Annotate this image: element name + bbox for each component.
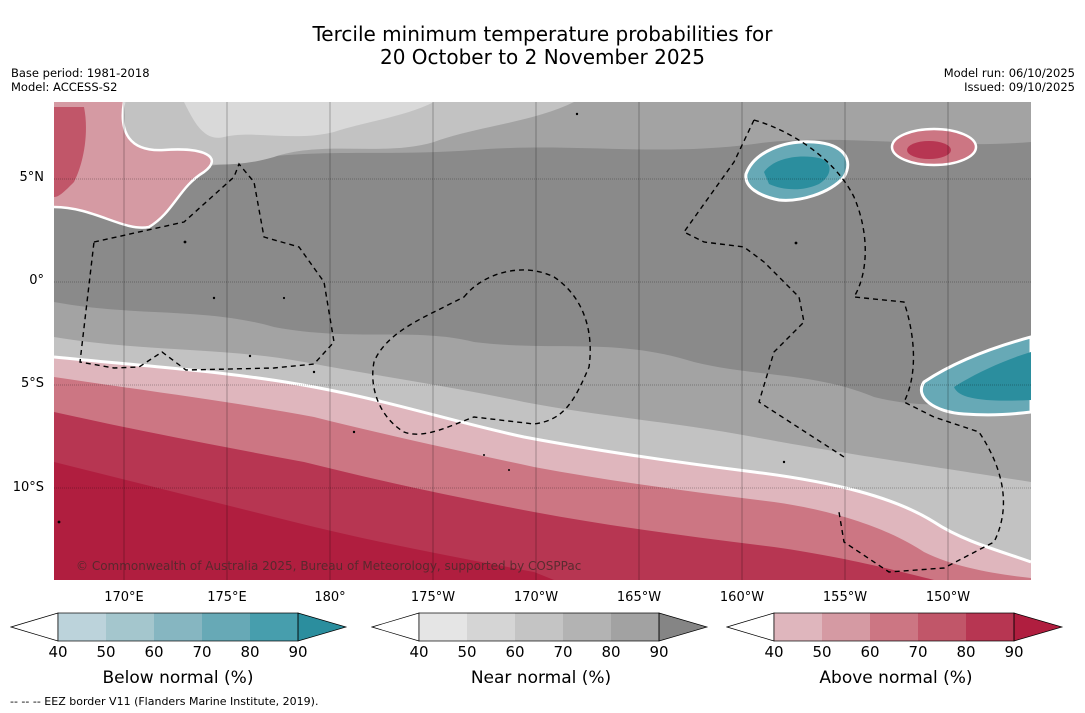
cb-below-50: [58, 613, 106, 641]
cb-near-tick-40: 40: [409, 643, 429, 661]
lat-label-5n: 5°N: [19, 170, 45, 185]
cb-above-50: [774, 613, 822, 641]
cb-below-title: Below normal (%): [102, 668, 254, 688]
probability-map: [54, 102, 1031, 580]
cb-below-tick-60: 60: [144, 643, 164, 661]
tercile-boundary-south: [54, 355, 1031, 564]
cb-above-tick-90: 90: [1004, 643, 1024, 661]
lat-label-5s: 5°S: [20, 376, 44, 391]
cb-near-90: [611, 613, 659, 641]
cb-above-title: Above normal (%): [819, 668, 973, 688]
issued-label: Issued: 09/10/2025: [964, 80, 1075, 94]
above-normal-northeast-core: [907, 141, 951, 159]
lat-label-10s: 10°S: [12, 480, 44, 495]
lon-label-175w: 175°W: [410, 590, 456, 605]
cb-below-tick-70: 70: [192, 643, 212, 661]
below-normal-north-core: [764, 156, 830, 190]
cb-below-70: [154, 613, 202, 641]
cb-above-tick-80: 80: [956, 643, 976, 661]
above-normal-northwest-edge: [54, 102, 213, 229]
lon-label-155w: 155°W: [822, 590, 868, 605]
cb-near-60: [467, 613, 515, 641]
cb-near-tick-60: 60: [505, 643, 525, 661]
cb-below-max: [297, 612, 348, 642]
cb-near-tick-50: 50: [457, 643, 477, 661]
map-title-line1: Tercile minimum temperature probabilitie…: [312, 22, 773, 46]
lon-label-170w: 170°W: [513, 590, 559, 605]
above-normal-northwest-core: [54, 107, 86, 197]
cb-below-90: [250, 613, 298, 641]
lon-label-180: 180°: [314, 590, 346, 605]
cb-above-60: [822, 613, 870, 641]
map-title-line2: 20 October to 2 November 2025: [379, 45, 706, 69]
lon-label-165w: 165°W: [616, 590, 662, 605]
cb-near-40: [371, 612, 420, 642]
base-period-label: Base period: 1981-2018: [11, 66, 150, 80]
above-normal-northwest: [54, 102, 212, 228]
eez-footnote: -- -- -- EEZ border V11 (Flanders Marine…: [10, 695, 319, 708]
cb-near-50: [419, 613, 467, 641]
cb-near-80: [563, 613, 611, 641]
map-credit: © Commonwealth of Australia 2025, Bureau…: [76, 559, 582, 573]
cb-below-tick-50: 50: [96, 643, 116, 661]
lon-label-160w: 160°W: [719, 590, 765, 605]
above-normal-south-90: [54, 462, 554, 580]
cb-above-tick-60: 60: [860, 643, 880, 661]
island-outlines: [57, 112, 798, 524]
cb-near-70: [515, 613, 563, 641]
cb-above-tick-70: 70: [908, 643, 928, 661]
colorbar-near-normal: [371, 612, 709, 642]
cb-near-tick-80: 80: [601, 643, 621, 661]
cb-below-60: [106, 613, 154, 641]
colorbar-below-normal-segments: [10, 612, 348, 642]
cb-above-max: [1013, 612, 1064, 642]
near-normal-lightest-band-north: [184, 102, 434, 138]
lon-label-170e: 170°E: [104, 590, 144, 605]
cb-above-tick-40: 40: [764, 643, 784, 661]
model-run-label: Model run: 06/10/2025: [943, 66, 1075, 80]
cb-below-40: [10, 612, 59, 642]
cb-below-80: [202, 613, 250, 641]
cb-above-40: [726, 612, 775, 642]
cb-below-tick-80: 80: [240, 643, 260, 661]
cb-near-title: Near normal (%): [470, 668, 612, 688]
cb-near-tick-70: 70: [553, 643, 573, 661]
cb-below-tick-90: 90: [288, 643, 308, 661]
cb-above-90: [966, 613, 1014, 641]
cb-near-tick-90: 90: [649, 643, 669, 661]
colorbar-below-normal: [10, 612, 348, 642]
lon-label-175e: 175°E: [207, 590, 247, 605]
below-normal-east-core: [954, 352, 1031, 401]
eez-borders: [79, 119, 1005, 573]
colorbar-above-normal: [726, 612, 1064, 642]
cb-above-tick-50: 50: [812, 643, 832, 661]
model-label: Model: ACCESS-S2: [11, 80, 118, 94]
cb-near-max: [658, 612, 709, 642]
cb-above-70: [870, 613, 918, 641]
cb-above-80: [918, 613, 966, 641]
cb-below-tick-40: 40: [48, 643, 68, 661]
lat-label-0: 0°: [29, 273, 44, 288]
lon-label-150w: 150°W: [925, 590, 971, 605]
graticule: [54, 102, 1031, 580]
